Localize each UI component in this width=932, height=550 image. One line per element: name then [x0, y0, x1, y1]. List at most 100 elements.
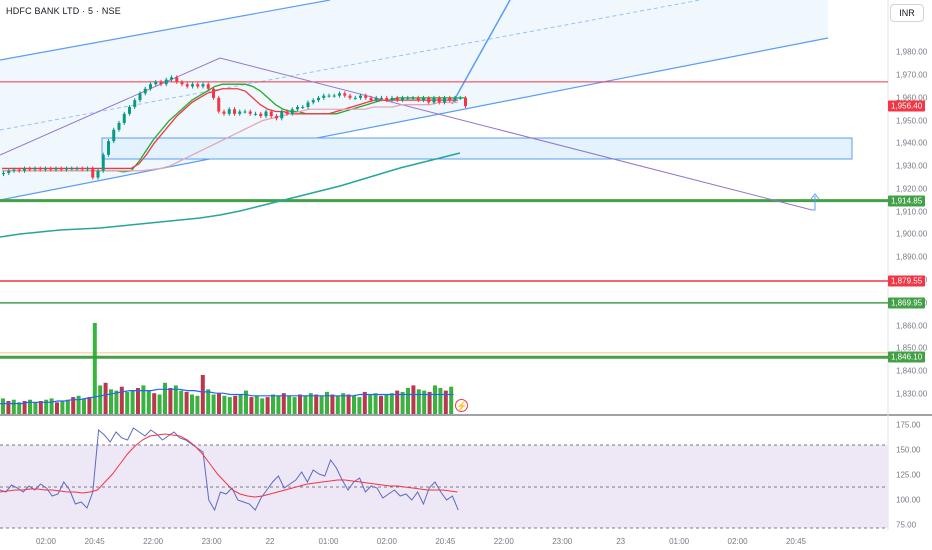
candle — [227, 109, 231, 114]
volume-bar — [411, 385, 416, 414]
volume-bar — [28, 399, 32, 414]
candle — [96, 170, 100, 178]
breakout-line — [451, 0, 511, 105]
price-tick: 1,830.00 — [896, 389, 928, 399]
volume-bar — [82, 398, 86, 414]
candle — [59, 168, 63, 170]
volume-bar — [341, 393, 346, 414]
time-tick: 22 — [265, 537, 275, 546]
rsi-tick: 175.00 — [896, 420, 921, 430]
candle — [128, 106, 131, 114]
candle — [80, 168, 84, 170]
volume-bar — [389, 393, 394, 414]
volume-bar — [276, 395, 281, 414]
volume-bar — [11, 399, 16, 414]
volume-bar — [352, 395, 356, 414]
candle — [359, 95, 362, 98]
channel-lower-line — [0, 37, 829, 201]
volume-bar — [130, 390, 135, 414]
candle — [290, 109, 294, 114]
time-tick: 20:45 — [785, 537, 806, 546]
candle — [117, 122, 121, 130]
volume-bar — [114, 390, 119, 414]
candle — [311, 100, 315, 103]
volume-bar — [6, 401, 11, 414]
volume-bar — [427, 391, 432, 414]
volume-bar — [335, 395, 340, 414]
candle — [154, 81, 158, 85]
volume-bar — [71, 397, 76, 414]
candle — [306, 102, 310, 107]
price-tick: 1,960.00 — [896, 93, 928, 103]
volume-bar — [33, 402, 38, 414]
candle — [254, 113, 257, 115]
candle — [448, 97, 452, 101]
candle — [264, 111, 268, 117]
price-tick: 1,910.00 — [896, 207, 928, 217]
volume-bar — [92, 323, 97, 414]
price-label: 1,914.85 — [888, 195, 926, 207]
volume-bar — [136, 388, 140, 414]
candle — [185, 84, 189, 87]
candle — [54, 168, 58, 170]
volume-bar — [249, 397, 254, 414]
candle — [275, 116, 278, 119]
volume-bar — [49, 398, 54, 414]
candle — [453, 97, 457, 101]
candle — [217, 97, 221, 112]
candle — [170, 77, 173, 80]
time-tick: 02:00 — [35, 537, 57, 546]
ema-slow-line — [2, 101, 458, 172]
candle — [443, 97, 446, 103]
candle — [332, 95, 336, 97]
volume-bar — [233, 395, 238, 414]
volume-bar — [125, 391, 130, 414]
candle — [112, 129, 116, 142]
candle — [133, 100, 137, 107]
price-label: 1,846.10 — [888, 351, 926, 363]
candle — [206, 84, 210, 89]
candle — [427, 97, 431, 103]
candle — [390, 97, 394, 101]
demand-zone — [101, 137, 853, 160]
volume-bar — [362, 391, 367, 414]
candle — [437, 97, 441, 103]
candle — [301, 106, 305, 108]
arrow-marker — [810, 193, 820, 211]
volume-bar — [157, 394, 162, 414]
volume-bar — [416, 389, 421, 414]
volume-bar — [319, 395, 324, 414]
flash-icon[interactable]: ⚡ — [455, 399, 468, 412]
rsi-tick: 125.00 — [896, 470, 921, 480]
candle — [422, 97, 425, 101]
candle — [322, 95, 326, 98]
price-tick: 1,850.00 — [896, 343, 928, 353]
candle — [143, 88, 147, 94]
price-tick: 1,930.00 — [896, 161, 928, 171]
candle — [411, 97, 415, 99]
volume-bar — [238, 394, 243, 414]
candle — [44, 168, 47, 170]
volume-bar — [195, 395, 200, 414]
volume-bar — [265, 397, 270, 414]
volume-bar — [346, 394, 351, 414]
price-tick: 1,980.00 — [896, 47, 928, 57]
candle — [238, 111, 242, 114]
candle — [374, 97, 378, 101]
volume-bar — [109, 389, 113, 414]
candle — [65, 168, 68, 170]
volume-bar — [163, 382, 167, 414]
price-tick: 1,900.00 — [896, 229, 928, 239]
volume-bar — [384, 394, 389, 414]
volume-bar — [60, 401, 65, 414]
time-tick: 20:45 — [435, 537, 456, 546]
candle — [364, 95, 368, 98]
currency-button[interactable]: INR — [890, 4, 924, 22]
volume-ma-line — [0, 388, 454, 405]
volume-bar — [443, 390, 448, 414]
volume-bar — [1, 398, 5, 414]
volume-bar — [308, 393, 313, 414]
volume-bar — [17, 402, 22, 414]
volume-bar — [206, 389, 211, 414]
